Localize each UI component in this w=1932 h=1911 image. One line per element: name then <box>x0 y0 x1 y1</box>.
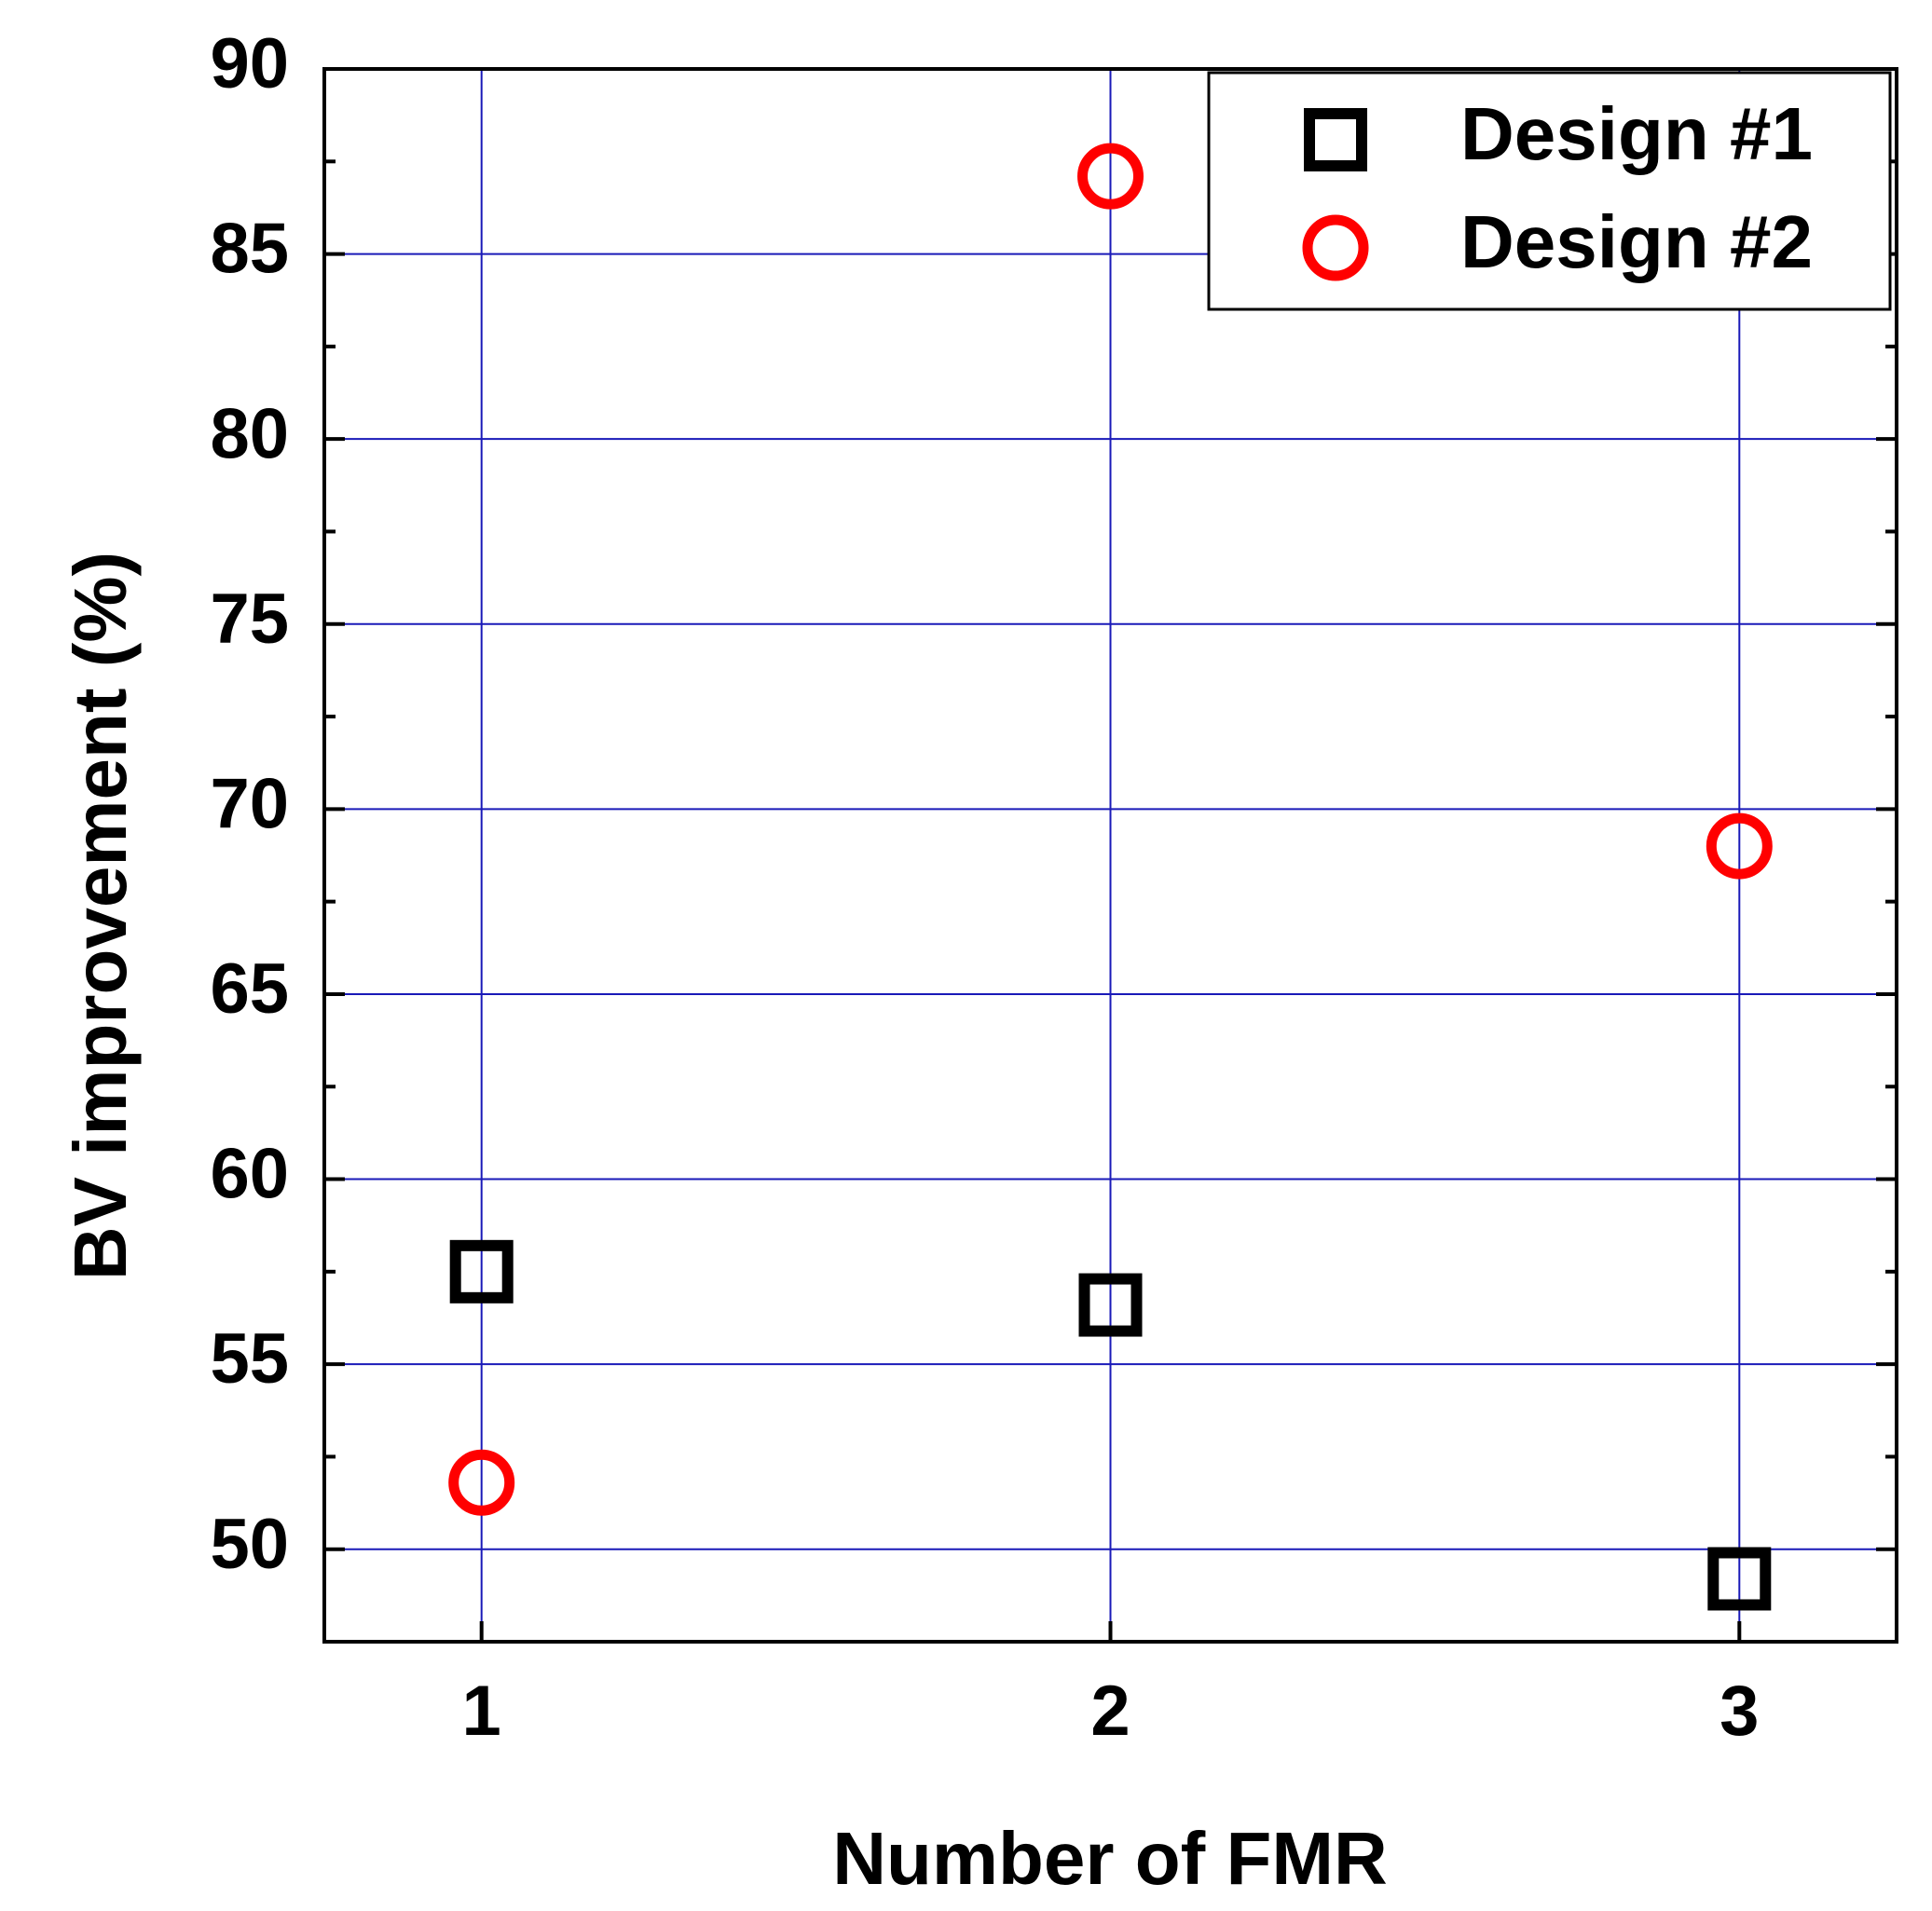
legend-label: Design #1 <box>1460 92 1813 175</box>
marker <box>1077 143 1144 210</box>
y-tick-label: 75 <box>210 580 289 659</box>
y-tick-label: 50 <box>210 1505 289 1584</box>
y-tick-label: 85 <box>210 210 289 289</box>
y-tick-label: 65 <box>210 949 289 1029</box>
x-tick-label: 3 <box>1720 1672 1759 1751</box>
marker <box>1706 812 1773 880</box>
marker <box>1707 1547 1772 1611</box>
x-tick-label: 2 <box>1090 1672 1130 1751</box>
y-axis-title: BV improvement (%) <box>59 552 142 1280</box>
marker <box>448 1449 515 1516</box>
legend-marker <box>1304 108 1367 171</box>
marker <box>1078 1273 1143 1337</box>
y-tick-label: 80 <box>210 394 289 473</box>
y-tick-label: 55 <box>210 1319 289 1399</box>
y-tick-label: 70 <box>210 764 289 843</box>
y-tick-label: 90 <box>210 24 289 103</box>
x-axis-title: Number of FMR <box>832 1817 1388 1900</box>
x-tick-label: 1 <box>462 1672 501 1751</box>
y-tick-label: 60 <box>210 1135 289 1214</box>
marker <box>449 1239 514 1304</box>
plot-frame <box>322 67 1898 1644</box>
legend-marker <box>1302 214 1369 281</box>
legend-label: Design #2 <box>1460 200 1813 283</box>
